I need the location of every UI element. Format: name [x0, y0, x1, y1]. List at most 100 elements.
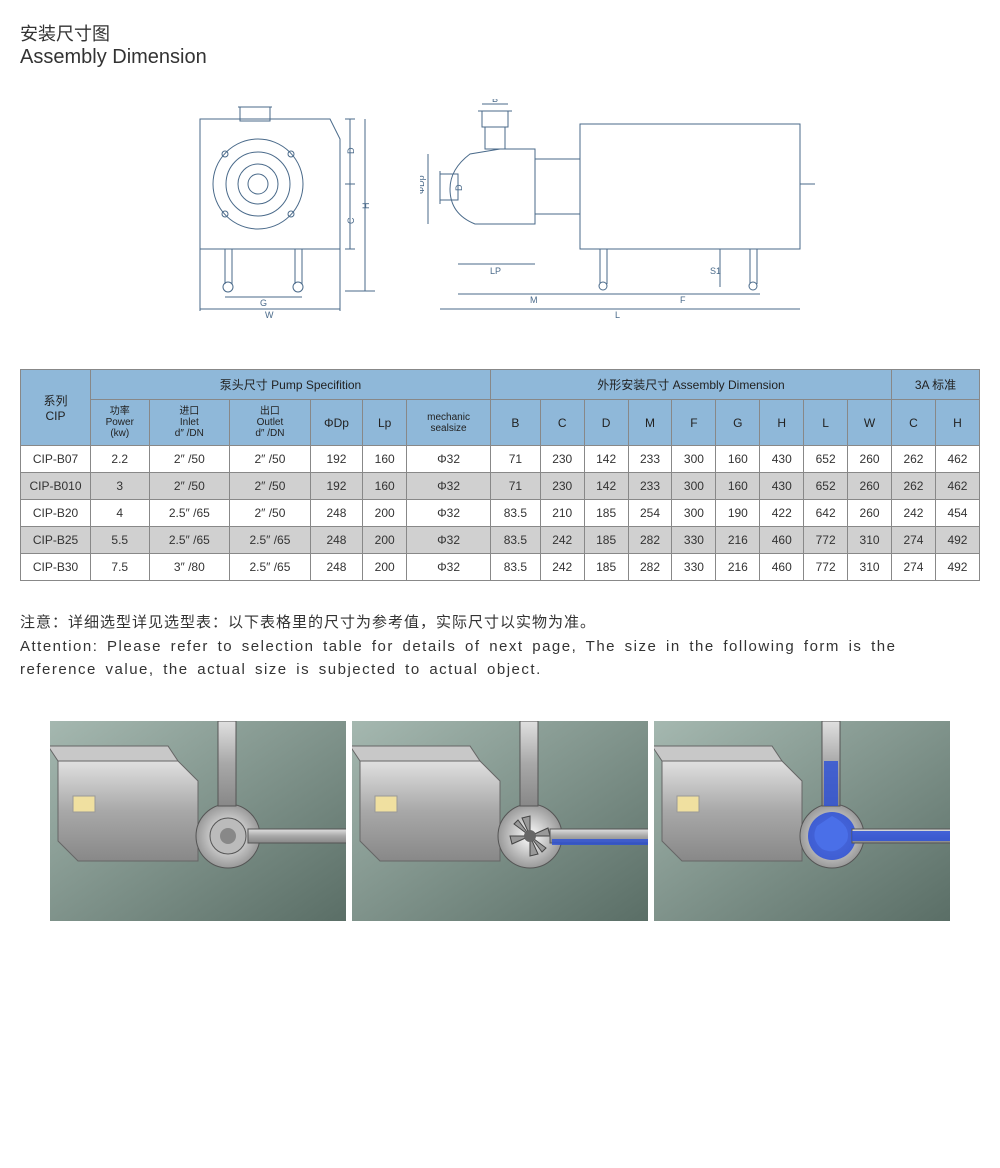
col-mech1: mechanic — [427, 412, 470, 423]
table-cell: 142 — [584, 446, 628, 473]
table-cell: 2″ /50 — [149, 446, 230, 473]
product-photo-1 — [50, 721, 346, 921]
table-cell: 83.5 — [491, 500, 541, 527]
technical-diagrams: D H C G W — [20, 99, 980, 329]
table-cell: 3 — [91, 473, 150, 500]
table-cell: 462 — [935, 446, 979, 473]
table-cell: 160 — [363, 446, 407, 473]
table-cell: 4 — [91, 500, 150, 527]
table-cell: 248 — [310, 554, 362, 581]
col-w: W — [848, 400, 892, 446]
table-cell: 5.5 — [91, 527, 150, 554]
table-row: CIP-B255.52.5″ /652.5″ /65248200Φ3283.52… — [21, 527, 980, 554]
table-cell: 282 — [628, 554, 672, 581]
col-d: D — [584, 400, 628, 446]
col-l: L — [804, 400, 848, 446]
col-outlet-cn: 出口 — [260, 406, 280, 417]
table-cell: Φ32 — [407, 554, 491, 581]
diagram-front-view: D H C G W — [180, 99, 380, 329]
dim-s1: S1 — [710, 266, 721, 276]
table-cell: 492 — [935, 527, 979, 554]
col-phidp: ΦDp — [310, 400, 362, 446]
table-cell: 142 — [584, 473, 628, 500]
table-cell: 2″ /50 — [230, 446, 311, 473]
group-assy-cn: 外形安装尺寸 — [597, 378, 669, 392]
table-cell: 652 — [804, 446, 848, 473]
col-f: F — [672, 400, 716, 446]
table-cell: CIP-B07 — [21, 446, 91, 473]
table-cell: 242 — [540, 527, 584, 554]
table-cell: 2.5″ /65 — [230, 527, 311, 554]
table-cell: 200 — [363, 527, 407, 554]
table-cell: 248 — [310, 527, 362, 554]
table-cell: 274 — [892, 527, 936, 554]
table-cell: 192 — [310, 473, 362, 500]
table-cell: 2″ /50 — [230, 500, 311, 527]
dim-w: W — [265, 310, 274, 319]
table-cell: CIP-B010 — [21, 473, 91, 500]
table-cell: 242 — [892, 500, 936, 527]
table-cell: 3″ /80 — [149, 554, 230, 581]
group-pump-en: Pump Specifition — [271, 378, 361, 392]
col-lp: Lp — [363, 400, 407, 446]
table-cell: 282 — [628, 527, 672, 554]
table-row: CIP-B307.53″ /802.5″ /65248200Φ3283.5242… — [21, 554, 980, 581]
table-cell: 230 — [540, 473, 584, 500]
product-photo-2 — [352, 721, 648, 921]
col-inlet-unit: d″ /DN — [175, 428, 204, 439]
table-cell: 71 — [491, 473, 541, 500]
col-power-cn: 功率 — [110, 406, 130, 417]
col-power-en: Power — [106, 417, 134, 428]
table-cell: CIP-B25 — [21, 527, 91, 554]
dim-d: D — [346, 147, 356, 154]
col-mech2: sealsize — [430, 423, 466, 434]
table-cell: 192 — [310, 446, 362, 473]
table-cell: 2.5″ /65 — [230, 554, 311, 581]
dim-c: C — [346, 217, 356, 224]
table-cell: 262 — [892, 473, 936, 500]
group-pump-cn: 泵头尺寸 — [220, 378, 268, 392]
table-cell: 462 — [935, 473, 979, 500]
table-cell: 230 — [540, 446, 584, 473]
col-m: M — [628, 400, 672, 446]
col-series-en: CIP — [45, 409, 65, 423]
table-cell: 160 — [716, 446, 760, 473]
table-cell: 233 — [628, 446, 672, 473]
table-cell: 422 — [760, 500, 804, 527]
table-cell: 7.5 — [91, 554, 150, 581]
title-chinese: 安装尺寸图 — [20, 20, 980, 46]
table-cell: 772 — [804, 554, 848, 581]
table-cell: 190 — [716, 500, 760, 527]
col-h2: H — [935, 400, 979, 446]
table-cell: 2.5″ /65 — [149, 527, 230, 554]
col-g: G — [716, 400, 760, 446]
col-b: B — [491, 400, 541, 446]
table-cell: 454 — [935, 500, 979, 527]
table-cell: 248 — [310, 500, 362, 527]
table-cell: 430 — [760, 446, 804, 473]
table-cell: 200 — [363, 500, 407, 527]
table-cell: 262 — [892, 446, 936, 473]
table-cell: 83.5 — [491, 527, 541, 554]
product-photo-row — [20, 721, 980, 921]
table-cell: CIP-B30 — [21, 554, 91, 581]
table-cell: 83.5 — [491, 554, 541, 581]
col-power-unit: (kw) — [110, 428, 129, 439]
table-cell: 210 — [540, 500, 584, 527]
table-cell: 772 — [804, 527, 848, 554]
table-cell: 216 — [716, 527, 760, 554]
table-cell: 274 — [892, 554, 936, 581]
col-series-cn: 系列 — [43, 394, 67, 408]
table-cell: 300 — [672, 473, 716, 500]
table-cell: 216 — [716, 554, 760, 581]
table-row: CIP-B01032″ /502″ /50192160Φ327123014223… — [21, 473, 980, 500]
table-cell: 300 — [672, 500, 716, 527]
table-cell: 330 — [672, 554, 716, 581]
col-inlet-en: Inlet — [180, 417, 199, 428]
table-row: CIP-B2042.5″ /652″ /50248200Φ3283.521018… — [21, 500, 980, 527]
diagram-side-view: B ΦDp D LP M S1 F L — [420, 99, 820, 329]
product-photo-3 — [654, 721, 950, 921]
col-c: C — [540, 400, 584, 446]
table-cell: Φ32 — [407, 473, 491, 500]
table-cell: 460 — [760, 554, 804, 581]
